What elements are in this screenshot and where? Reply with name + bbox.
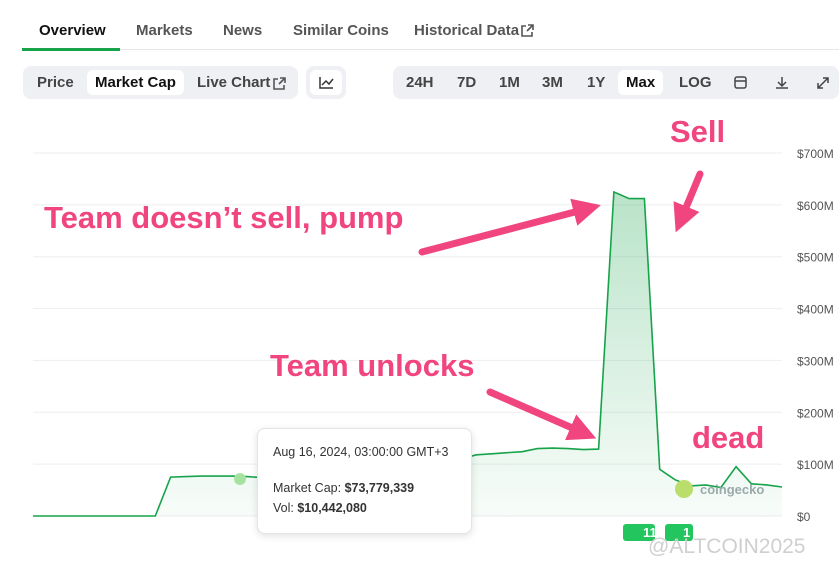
range-button[interactable]: 24H <box>406 74 434 91</box>
range-group <box>393 66 839 99</box>
range-button[interactable]: LOG <box>679 74 712 91</box>
range-icons[interactable] <box>732 75 832 91</box>
watermark: @ALTCOIN2025 <box>648 535 806 558</box>
range-button[interactable]: 1M <box>499 74 520 91</box>
tab[interactable]: Historical Data <box>414 22 520 39</box>
logo-icon <box>675 480 693 498</box>
annotation: Team unlocks <box>270 348 474 383</box>
tab[interactable]: Overview <box>39 22 106 39</box>
y-tick-label: $400M <box>797 303 834 317</box>
tab[interactable]: Markets <box>136 22 193 39</box>
y-tick-label: $500M <box>797 251 834 265</box>
tooltip-row: Market Cap: $73,779,339 <box>273 481 414 495</box>
tab[interactable]: Similar Coins <box>293 22 389 39</box>
y-tick-label: $700M <box>797 147 834 161</box>
arrows <box>418 170 704 441</box>
annotation: Sell <box>670 114 725 149</box>
view-button[interactable]: Market Cap <box>87 70 184 95</box>
range-button[interactable]: Max <box>618 70 664 95</box>
external-icon <box>273 77 286 90</box>
hover-dot <box>234 473 246 485</box>
range-button[interactable]: 7D <box>457 74 477 91</box>
tooltip-date: Aug 16, 2024, 03:00:00 GMT+3 <box>273 445 449 459</box>
y-tick-label: $200M <box>797 406 834 420</box>
badges: 11 1 <box>623 524 693 541</box>
value: $73,779,339 <box>344 481 415 495</box>
value: $10,442,080 <box>297 501 367 515</box>
tab-divider <box>22 49 839 50</box>
annotation: dead <box>692 420 764 455</box>
active-tab-underline <box>22 48 120 51</box>
view-button[interactable]: Price <box>37 74 74 91</box>
y-tick-label: $300M <box>797 354 834 368</box>
y-tick-label: $100M <box>797 458 834 472</box>
y-tick-label: $0 <box>797 510 811 524</box>
chart-type-button[interactable] <box>310 70 342 95</box>
tooltip-row: Vol: $10,442,080 <box>273 501 367 515</box>
tooltip: Aug 16, 2024, 03:00:00 GMT+3 Market Cap:… <box>257 428 472 534</box>
area <box>33 191 782 516</box>
label: Market Cap: <box>273 481 342 495</box>
external-icon <box>521 24 534 37</box>
annotation: Team doesn’t sell, pump <box>44 200 403 235</box>
badge: 11 <box>643 525 657 540</box>
range-button[interactable]: 1Y <box>587 74 606 91</box>
view-button[interactable]: Live Chart <box>197 74 271 91</box>
y-tick-label: $600M <box>797 199 834 213</box>
label: Vol: <box>273 501 294 515</box>
range-button[interactable]: 3M <box>542 74 563 91</box>
badge: 1 <box>683 525 690 540</box>
tab[interactable]: News <box>223 22 263 39</box>
logo: coingecko <box>700 482 764 497</box>
